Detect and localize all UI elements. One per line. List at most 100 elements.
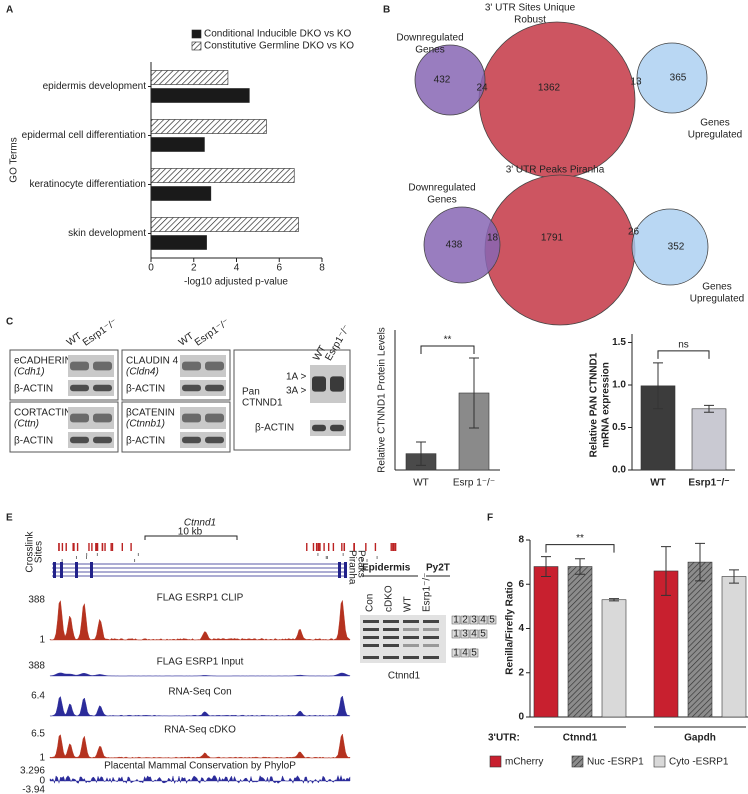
decoration	[657, 350, 710, 359]
venn-label: Upregulated	[688, 130, 742, 141]
decoration	[70, 436, 89, 444]
decoration	[423, 636, 439, 639]
x-tick-label: 2	[191, 263, 197, 274]
decoration	[423, 656, 439, 659]
decoration	[636, 42, 708, 114]
decoration	[60, 562, 63, 566]
decoration	[344, 574, 347, 578]
decoration	[75, 562, 78, 566]
decoration	[205, 436, 224, 444]
decoration	[49, 695, 351, 717]
decoration	[49, 774, 351, 785]
venn-count: 18	[487, 233, 499, 244]
x-tick-label: 8	[319, 263, 325, 274]
decoration	[312, 424, 326, 432]
track-max: 388	[28, 595, 45, 606]
track-min: 1	[39, 635, 45, 646]
venn-label: Upregulated	[690, 294, 744, 305]
annotation: ns	[678, 340, 689, 351]
category-label: keratinocyte differentiation	[29, 179, 146, 190]
decoration	[451, 648, 461, 658]
track-title: FLAG ESRP1 Input	[157, 657, 244, 668]
panel-label: C	[6, 317, 13, 328]
peaks-label: Peaks	[355, 550, 366, 578]
venn-label: Genes	[415, 45, 444, 56]
lane-label: Esrp1⁻/⁻	[323, 323, 352, 363]
bar	[721, 576, 747, 718]
decoration	[90, 574, 93, 578]
decoration	[363, 656, 379, 659]
exon-label: 1	[453, 648, 459, 659]
blot-protein: Pan	[242, 387, 260, 398]
decoration	[403, 628, 419, 631]
decoration	[75, 570, 78, 574]
lane-label: cDKO	[384, 585, 395, 612]
decoration	[478, 615, 488, 625]
decoration	[121, 349, 231, 401]
decoration	[68, 380, 114, 396]
panel-label: A	[6, 5, 13, 16]
decoration	[330, 424, 344, 432]
bar	[150, 137, 205, 152]
blot-control: β-ACTIN	[126, 384, 165, 395]
bar	[150, 235, 207, 250]
decoration	[338, 562, 341, 566]
y-axis-label: GO Terms	[9, 137, 20, 182]
exon-label: 4	[471, 629, 477, 640]
bar	[150, 70, 229, 85]
decoration	[70, 384, 89, 392]
bar	[150, 217, 299, 232]
track-title: FLAG ESRP1 CLIP	[157, 593, 244, 604]
venn-label: Genes	[427, 195, 456, 206]
lane-label: Con	[365, 594, 376, 612]
venn-label: Downregulated	[396, 33, 463, 44]
decoration	[344, 562, 347, 566]
decoration	[403, 656, 419, 659]
error-bar	[729, 569, 739, 584]
track-title: RNA-Seq cDKO	[164, 725, 236, 736]
decoration	[180, 380, 226, 396]
exon-label: 3	[462, 629, 468, 640]
x-tick-label: Gapdh	[684, 733, 716, 744]
venn-title: 3' UTR Peaks Piranha	[506, 165, 605, 176]
gel-group: Epidermis	[362, 563, 411, 574]
legend-label: Nuc -ESRP1	[587, 757, 644, 768]
decoration	[121, 401, 231, 453]
legend-swatch	[571, 755, 584, 768]
decoration	[93, 361, 112, 371]
exon-label: 5	[489, 615, 495, 626]
track-max: 6.4	[31, 691, 45, 702]
blot-protein: βCATENIN	[126, 408, 175, 419]
legend-swatch	[489, 755, 502, 768]
blot-control: β-ACTIN	[14, 436, 53, 447]
decoration	[9, 401, 119, 453]
decoration	[182, 361, 201, 371]
decoration	[233, 349, 351, 451]
error-bar	[416, 441, 426, 466]
blot-gene: (Ctnnb1)	[126, 419, 165, 430]
blot-gene: (Cttn)	[14, 419, 39, 430]
legend-label: Constitutive Germline DKO vs KO	[204, 41, 354, 52]
decoration	[338, 566, 341, 570]
track-title: Placental Mammal Conservation by PhyloP	[104, 761, 296, 772]
decoration	[363, 620, 379, 623]
decoration	[9, 349, 119, 401]
x-tick-label: Ctnnd1	[563, 733, 598, 744]
panel-label: F	[487, 513, 493, 524]
venn-count: 438	[446, 240, 463, 251]
error-bar	[469, 357, 479, 429]
decoration	[70, 413, 89, 423]
exon-label: 4	[480, 615, 486, 626]
decoration	[423, 620, 439, 623]
decoration	[53, 566, 56, 570]
bar	[687, 561, 713, 718]
bar	[567, 566, 593, 718]
gel-group: Py2T	[426, 563, 450, 574]
venn-count: 26	[628, 227, 640, 238]
decoration	[180, 355, 226, 377]
category-label: epidermal cell differentiation	[22, 130, 146, 141]
venn-label: Genes	[702, 282, 731, 293]
decoration	[60, 566, 63, 570]
y-axis-label: Relative PAN CTNND1	[589, 352, 600, 457]
